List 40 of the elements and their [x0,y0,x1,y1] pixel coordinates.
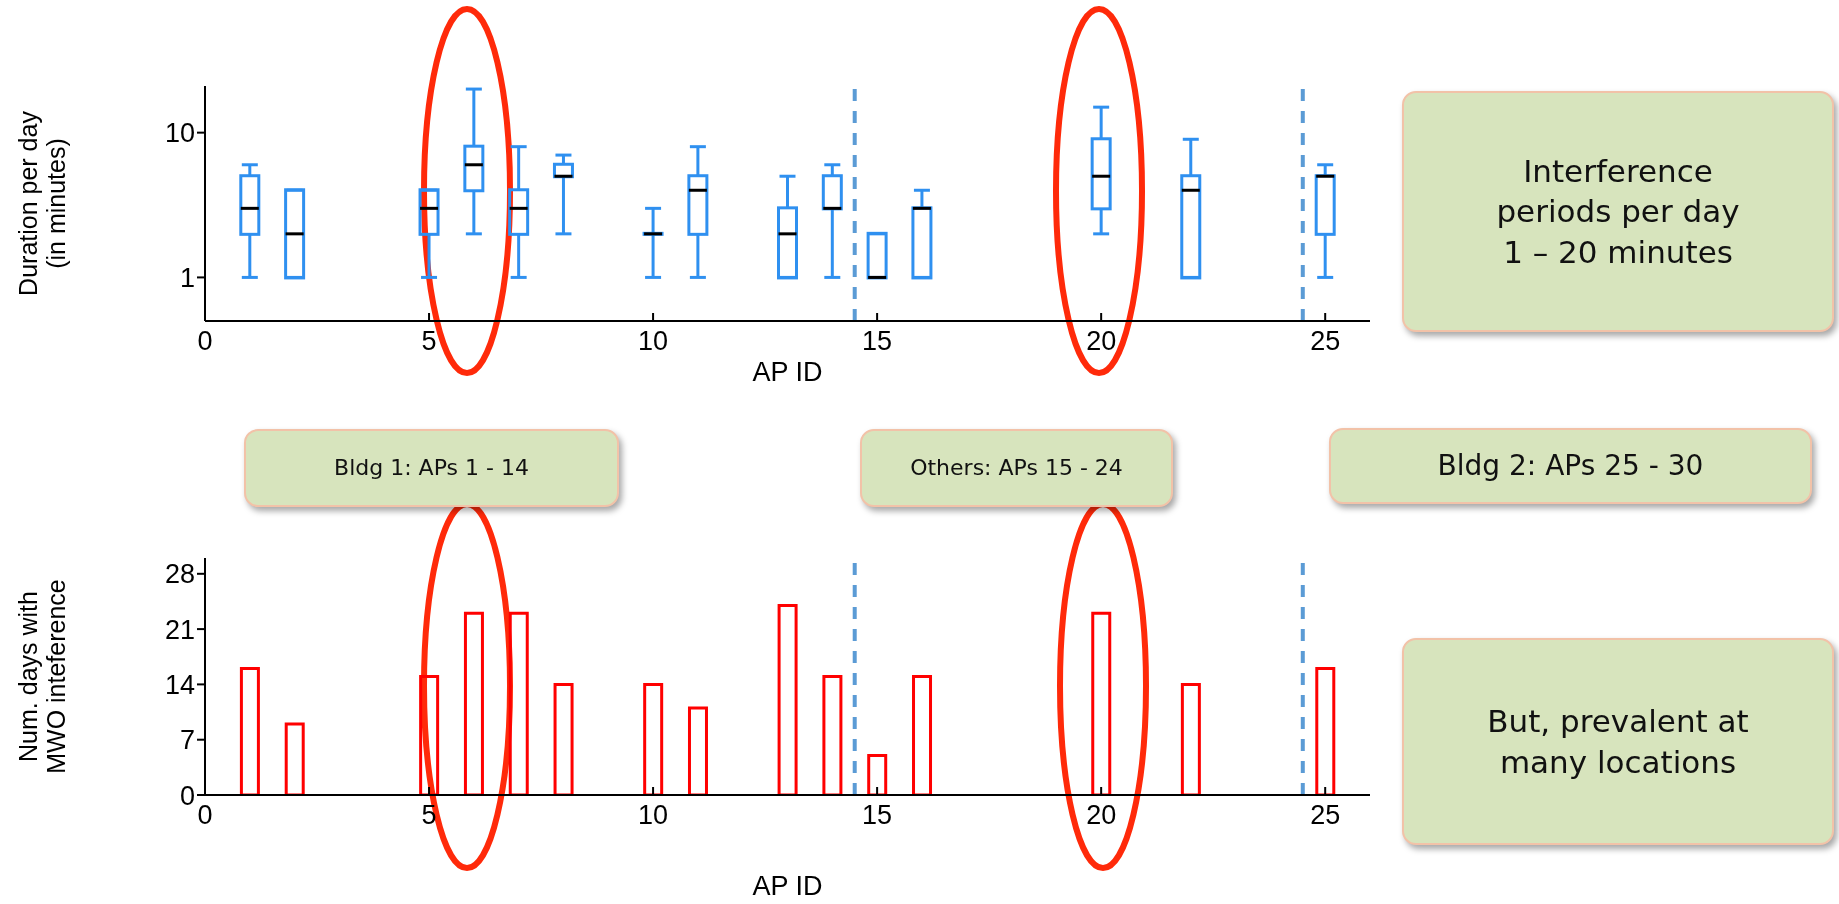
bar [687,706,708,795]
x-axis-title: AP ID [752,871,823,901]
y-tick-label: 10 [164,118,195,149]
y-tick-label: 14 [164,669,195,700]
text: Bldg 2: APs 25 - 30 [1437,447,1704,484]
bar [643,682,664,795]
text: Interference periods per day 1 – 20 minutes [1495,152,1741,272]
bar [284,722,305,795]
y-tick-label: 28 [164,559,195,590]
x-tick-label: 20 [1086,326,1117,357]
y-tick-label: 1 [179,263,195,293]
x-tick-label: 10 [638,326,669,357]
x-axis-title: AP ID [752,357,823,387]
bar [239,667,260,795]
x-tick-label: 25 [1310,326,1341,357]
bar [822,675,843,795]
y-axis-title: Duration per day (in minutes) [14,110,70,296]
y-tick-label: 0 [179,780,195,811]
text: Bldg 1: APs 1 - 14 [334,453,529,482]
x-tick-label: 5 [421,326,437,357]
text: Others: APs 15 - 24 [910,453,1123,482]
bar [1180,682,1201,795]
x-tick-label: 25 [1310,800,1341,831]
x-tick-label: 15 [862,800,893,831]
x-tick-label: 10 [638,800,669,831]
x-tick-label: 15 [862,326,893,357]
bar [777,603,798,795]
text: But, prevalent at many locations [1486,702,1750,782]
y-axis-title: Num. days with MWO inteference [14,579,70,774]
bar [867,754,888,795]
bar [463,611,484,795]
bar [553,682,574,795]
y-tick-label: 21 [164,614,195,645]
bar [419,675,440,795]
bar [1091,611,1112,795]
bar [1315,667,1336,795]
bar [912,675,933,795]
bar [508,611,529,795]
x-tick-label: 20 [1086,800,1117,831]
y-tick-label: 7 [179,725,195,756]
